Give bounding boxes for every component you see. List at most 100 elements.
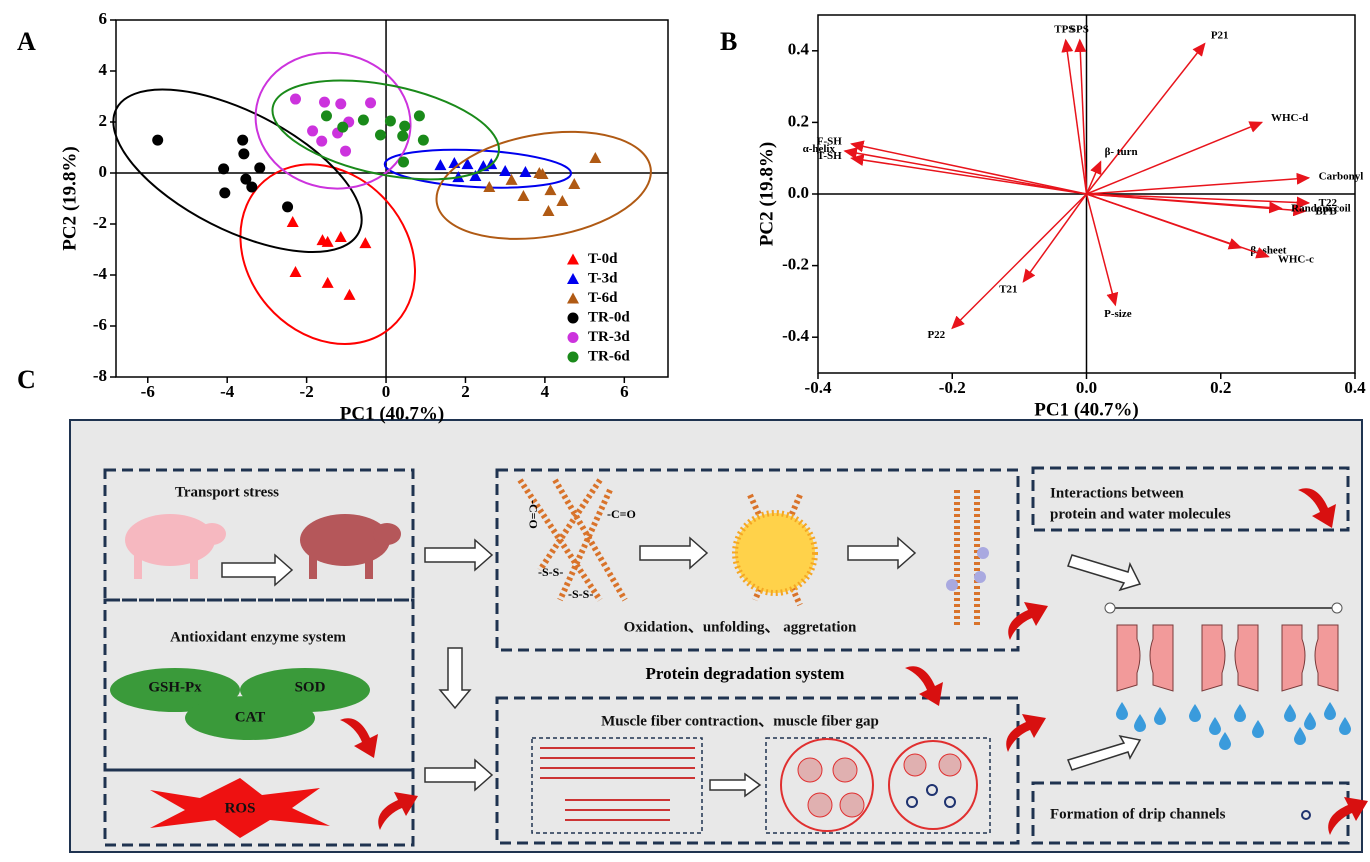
point bbox=[358, 114, 369, 125]
x-tick-label: 0.4 bbox=[1344, 378, 1366, 397]
y-tick-label: -2 bbox=[93, 213, 107, 232]
caption: Oxidation、unfolding、 aggretation bbox=[624, 619, 857, 635]
point bbox=[568, 178, 580, 189]
point bbox=[398, 157, 409, 168]
enzyme-label: GSH-Px bbox=[148, 679, 202, 695]
caption: protein and water molecules bbox=[1050, 506, 1231, 522]
section-title: Protein degradation system bbox=[646, 664, 845, 683]
x-tick-label: 6 bbox=[620, 382, 629, 401]
caption: Interactions between bbox=[1050, 485, 1184, 501]
point bbox=[307, 125, 318, 136]
loading-label: SPS bbox=[1070, 24, 1089, 36]
y-tick-label: 0.4 bbox=[788, 40, 810, 59]
group-label: -S-S- bbox=[538, 565, 563, 579]
point bbox=[152, 135, 163, 146]
y-tick-label: 0.2 bbox=[788, 111, 809, 130]
y-axis-title: PC2 (19.8%) bbox=[59, 146, 80, 250]
loading-arrow bbox=[1087, 194, 1116, 305]
y-tick-label: -0.4 bbox=[782, 326, 809, 345]
y-tick-label: 0 bbox=[99, 162, 108, 181]
panel-label: B bbox=[720, 27, 737, 56]
particle bbox=[946, 579, 958, 591]
point bbox=[337, 122, 348, 133]
fiber bbox=[840, 793, 864, 817]
fiber bbox=[833, 758, 857, 782]
point bbox=[218, 163, 229, 174]
loading-label: WHC-d bbox=[1271, 112, 1308, 124]
figure: C Transport stress Antioxidant enzyme sy… bbox=[0, 0, 1370, 862]
x-tick-label: 4 bbox=[541, 382, 550, 401]
diagram: C Transport stress Antioxidant enzyme sy… bbox=[17, 365, 1368, 852]
loading-arrow bbox=[852, 158, 1087, 194]
x-tick-label: -0.4 bbox=[805, 378, 832, 397]
point bbox=[335, 231, 347, 242]
particle bbox=[974, 571, 986, 583]
point bbox=[316, 136, 327, 147]
point bbox=[254, 162, 265, 173]
legend-label: TR-6d bbox=[588, 348, 630, 364]
enzyme-label: CAT bbox=[235, 709, 266, 725]
point bbox=[290, 94, 301, 105]
point bbox=[321, 110, 332, 121]
point bbox=[322, 277, 334, 288]
y-tick-label: -4 bbox=[93, 264, 108, 283]
point bbox=[238, 148, 249, 159]
loading-label: P21 bbox=[1211, 29, 1229, 41]
panel-label: A bbox=[17, 27, 36, 56]
point bbox=[414, 110, 425, 121]
aggregate bbox=[735, 513, 815, 593]
enzyme-label: SOD bbox=[295, 679, 326, 695]
y-tick-label: 4 bbox=[99, 60, 108, 79]
legend-label: T-3d bbox=[588, 270, 618, 286]
point bbox=[282, 201, 293, 212]
point bbox=[375, 130, 386, 141]
x-tick-label: -0.2 bbox=[939, 378, 966, 397]
loading-label: β- turn bbox=[1105, 146, 1138, 158]
point bbox=[237, 135, 248, 146]
point bbox=[589, 152, 601, 163]
point bbox=[418, 135, 429, 146]
loading-arrow bbox=[852, 144, 1087, 194]
box-title: Antioxidant enzyme system bbox=[170, 629, 346, 645]
point bbox=[544, 184, 556, 195]
legend-marker bbox=[568, 332, 579, 343]
fiber bbox=[808, 793, 832, 817]
loading-arrow bbox=[952, 194, 1086, 328]
loading-label: Random coil bbox=[1291, 203, 1351, 215]
point bbox=[385, 115, 396, 126]
legend-marker bbox=[567, 273, 579, 284]
loading-label: P22 bbox=[927, 329, 945, 341]
y-tick-label: -6 bbox=[93, 315, 107, 334]
legend-label: TR-3d bbox=[588, 329, 630, 345]
point bbox=[556, 195, 568, 206]
group-label: -C=O bbox=[607, 507, 636, 521]
point bbox=[289, 266, 301, 277]
point bbox=[448, 157, 460, 168]
point bbox=[434, 159, 446, 170]
x-tick-label: 2 bbox=[461, 382, 470, 401]
point bbox=[519, 166, 531, 177]
loading-arrow bbox=[1023, 194, 1086, 282]
x-tick-label: -2 bbox=[300, 382, 314, 401]
loading-label: T-SH bbox=[817, 150, 842, 162]
x-tick-label: 0.0 bbox=[1076, 378, 1097, 397]
y-tick-label: 0.0 bbox=[788, 183, 809, 202]
legend-marker bbox=[567, 254, 579, 265]
ros-label: ROS bbox=[225, 800, 256, 816]
point bbox=[335, 98, 346, 109]
box-title: Transport stress bbox=[175, 484, 279, 500]
point bbox=[397, 131, 408, 142]
x-tick-label: -4 bbox=[220, 382, 235, 401]
fiber bbox=[904, 754, 926, 776]
x-axis-title: PC1 (40.7%) bbox=[1034, 399, 1138, 420]
caption: Formation of drip channels bbox=[1050, 806, 1226, 822]
point bbox=[542, 205, 554, 216]
x-tick-label: -6 bbox=[141, 382, 155, 401]
confidence-ellipse bbox=[204, 129, 451, 379]
legend-label: TR-0d bbox=[588, 309, 630, 325]
point bbox=[240, 174, 251, 185]
loading-label: P-size bbox=[1104, 308, 1132, 320]
point bbox=[344, 289, 356, 300]
legend-label: T-0d bbox=[588, 251, 618, 267]
legend-label: T-6d bbox=[588, 290, 618, 306]
